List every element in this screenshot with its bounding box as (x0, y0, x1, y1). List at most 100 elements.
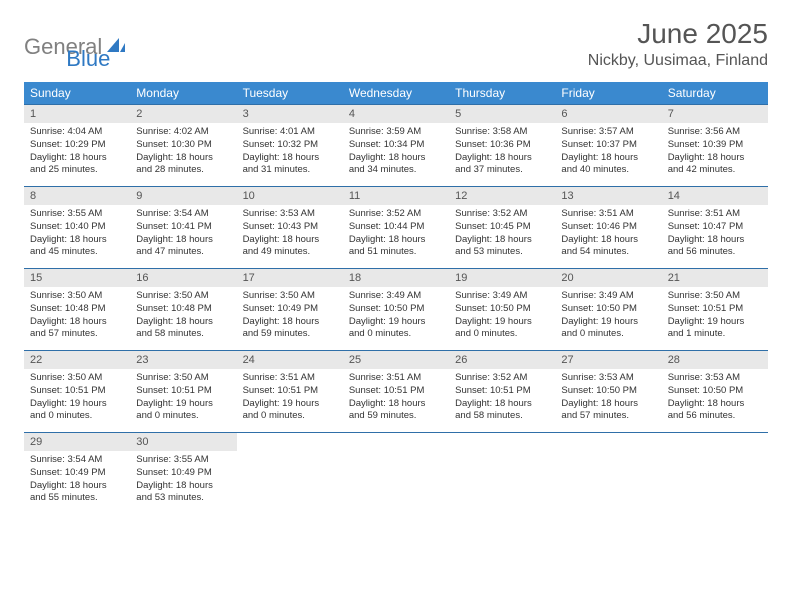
day-number: 3 (237, 105, 343, 123)
logo: General Blue (24, 22, 110, 72)
calendar-cell: 5Sunrise: 3:58 AMSunset: 10:36 PMDayligh… (449, 105, 555, 187)
day-details: Sunrise: 3:50 AMSunset: 10:49 PMDaylight… (237, 287, 343, 345)
day-number: 7 (662, 105, 768, 123)
day-details: Sunrise: 3:50 AMSunset: 10:51 PMDaylight… (662, 287, 768, 345)
title-block: June 2025 Nickby, Uusimaa, Finland (588, 18, 768, 70)
day-number: 21 (662, 269, 768, 287)
day-number: 20 (555, 269, 661, 287)
calendar-cell: 2Sunrise: 4:02 AMSunset: 10:30 PMDayligh… (130, 105, 236, 187)
calendar-cell: 3Sunrise: 4:01 AMSunset: 10:32 PMDayligh… (237, 105, 343, 187)
calendar-cell: 17Sunrise: 3:50 AMSunset: 10:49 PMDaylig… (237, 269, 343, 351)
day-number: 18 (343, 269, 449, 287)
day-details: Sunrise: 3:57 AMSunset: 10:37 PMDaylight… (555, 123, 661, 181)
calendar-cell: 6Sunrise: 3:57 AMSunset: 10:37 PMDayligh… (555, 105, 661, 187)
location: Nickby, Uusimaa, Finland (588, 52, 768, 70)
day-number: 11 (343, 187, 449, 205)
day-details: Sunrise: 3:53 AMSunset: 10:50 PMDaylight… (662, 369, 768, 427)
day-details: Sunrise: 3:52 AMSunset: 10:45 PMDaylight… (449, 205, 555, 263)
day-details: Sunrise: 3:54 AMSunset: 10:49 PMDaylight… (24, 451, 130, 509)
calendar-cell: 25Sunrise: 3:51 AMSunset: 10:51 PMDaylig… (343, 351, 449, 433)
calendar-cell: 18Sunrise: 3:49 AMSunset: 10:50 PMDaylig… (343, 269, 449, 351)
calendar-cell: 12Sunrise: 3:52 AMSunset: 10:45 PMDaylig… (449, 187, 555, 269)
day-details: Sunrise: 4:01 AMSunset: 10:32 PMDaylight… (237, 123, 343, 181)
calendar-cell: .. (555, 433, 661, 515)
calendar-header-row: SundayMondayTuesdayWednesdayThursdayFrid… (24, 82, 768, 105)
calendar-cell: .. (237, 433, 343, 515)
day-number: 29 (24, 433, 130, 451)
calendar-week-row: 22Sunrise: 3:50 AMSunset: 10:51 PMDaylig… (24, 351, 768, 433)
day-number: 10 (237, 187, 343, 205)
day-number: 4 (343, 105, 449, 123)
day-number: 22 (24, 351, 130, 369)
day-details: Sunrise: 3:50 AMSunset: 10:51 PMDaylight… (24, 369, 130, 427)
calendar-cell: .. (662, 433, 768, 515)
day-details: Sunrise: 3:49 AMSunset: 10:50 PMDaylight… (343, 287, 449, 345)
calendar-body: 1Sunrise: 4:04 AMSunset: 10:29 PMDayligh… (24, 105, 768, 515)
weekday-header: Monday (130, 82, 236, 105)
day-number: 24 (237, 351, 343, 369)
calendar-cell: 14Sunrise: 3:51 AMSunset: 10:47 PMDaylig… (662, 187, 768, 269)
day-details: Sunrise: 3:55 AMSunset: 10:49 PMDaylight… (130, 451, 236, 509)
day-details: Sunrise: 3:49 AMSunset: 10:50 PMDaylight… (449, 287, 555, 345)
day-number: 16 (130, 269, 236, 287)
day-details: Sunrise: 4:04 AMSunset: 10:29 PMDaylight… (24, 123, 130, 181)
day-number: 2 (130, 105, 236, 123)
weekday-header: Saturday (662, 82, 768, 105)
day-number: 27 (555, 351, 661, 369)
calendar-cell: 13Sunrise: 3:51 AMSunset: 10:46 PMDaylig… (555, 187, 661, 269)
weekday-header: Thursday (449, 82, 555, 105)
day-number: 8 (24, 187, 130, 205)
day-number: 25 (343, 351, 449, 369)
calendar-cell: 28Sunrise: 3:53 AMSunset: 10:50 PMDaylig… (662, 351, 768, 433)
calendar-cell: 9Sunrise: 3:54 AMSunset: 10:41 PMDayligh… (130, 187, 236, 269)
day-details: Sunrise: 3:53 AMSunset: 10:50 PMDaylight… (555, 369, 661, 427)
calendar-table: SundayMondayTuesdayWednesdayThursdayFrid… (24, 82, 768, 515)
day-number: 17 (237, 269, 343, 287)
day-details: Sunrise: 3:50 AMSunset: 10:48 PMDaylight… (130, 287, 236, 345)
day-details: Sunrise: 4:02 AMSunset: 10:30 PMDaylight… (130, 123, 236, 181)
day-details: Sunrise: 3:54 AMSunset: 10:41 PMDaylight… (130, 205, 236, 263)
calendar-cell: 19Sunrise: 3:49 AMSunset: 10:50 PMDaylig… (449, 269, 555, 351)
day-number: 26 (449, 351, 555, 369)
day-number: 5 (449, 105, 555, 123)
day-details: Sunrise: 3:58 AMSunset: 10:36 PMDaylight… (449, 123, 555, 181)
day-details: Sunrise: 3:50 AMSunset: 10:48 PMDaylight… (24, 287, 130, 345)
logo-text-blue: Blue (66, 46, 110, 72)
calendar-cell: 26Sunrise: 3:52 AMSunset: 10:51 PMDaylig… (449, 351, 555, 433)
day-number: 12 (449, 187, 555, 205)
day-details: Sunrise: 3:51 AMSunset: 10:46 PMDaylight… (555, 205, 661, 263)
day-details: Sunrise: 3:53 AMSunset: 10:43 PMDaylight… (237, 205, 343, 263)
day-details: Sunrise: 3:55 AMSunset: 10:40 PMDaylight… (24, 205, 130, 263)
calendar-cell: 29Sunrise: 3:54 AMSunset: 10:49 PMDaylig… (24, 433, 130, 515)
day-number: 13 (555, 187, 661, 205)
calendar-cell: 23Sunrise: 3:50 AMSunset: 10:51 PMDaylig… (130, 351, 236, 433)
day-number: 9 (130, 187, 236, 205)
calendar-cell: 4Sunrise: 3:59 AMSunset: 10:34 PMDayligh… (343, 105, 449, 187)
calendar-week-row: 8Sunrise: 3:55 AMSunset: 10:40 PMDayligh… (24, 187, 768, 269)
calendar-cell: 30Sunrise: 3:55 AMSunset: 10:49 PMDaylig… (130, 433, 236, 515)
day-number: 23 (130, 351, 236, 369)
day-details: Sunrise: 3:52 AMSunset: 10:51 PMDaylight… (449, 369, 555, 427)
calendar-cell: 11Sunrise: 3:52 AMSunset: 10:44 PMDaylig… (343, 187, 449, 269)
day-number: 19 (449, 269, 555, 287)
header: General Blue June 2025 Nickby, Uusimaa, … (24, 18, 768, 72)
day-details: Sunrise: 3:51 AMSunset: 10:47 PMDaylight… (662, 205, 768, 263)
calendar-cell: .. (449, 433, 555, 515)
day-details: Sunrise: 3:56 AMSunset: 10:39 PMDaylight… (662, 123, 768, 181)
calendar-cell: 1Sunrise: 4:04 AMSunset: 10:29 PMDayligh… (24, 105, 130, 187)
day-number: 30 (130, 433, 236, 451)
weekday-header: Tuesday (237, 82, 343, 105)
day-number: 15 (24, 269, 130, 287)
calendar-cell: 10Sunrise: 3:53 AMSunset: 10:43 PMDaylig… (237, 187, 343, 269)
day-details: Sunrise: 3:49 AMSunset: 10:50 PMDaylight… (555, 287, 661, 345)
calendar-week-row: 29Sunrise: 3:54 AMSunset: 10:49 PMDaylig… (24, 433, 768, 515)
calendar-cell: 7Sunrise: 3:56 AMSunset: 10:39 PMDayligh… (662, 105, 768, 187)
month-title: June 2025 (588, 18, 768, 50)
day-details: Sunrise: 3:50 AMSunset: 10:51 PMDaylight… (130, 369, 236, 427)
calendar-cell: 27Sunrise: 3:53 AMSunset: 10:50 PMDaylig… (555, 351, 661, 433)
weekday-header: Wednesday (343, 82, 449, 105)
calendar-week-row: 1Sunrise: 4:04 AMSunset: 10:29 PMDayligh… (24, 105, 768, 187)
calendar-cell: 8Sunrise: 3:55 AMSunset: 10:40 PMDayligh… (24, 187, 130, 269)
day-number: 6 (555, 105, 661, 123)
calendar-week-row: 15Sunrise: 3:50 AMSunset: 10:48 PMDaylig… (24, 269, 768, 351)
